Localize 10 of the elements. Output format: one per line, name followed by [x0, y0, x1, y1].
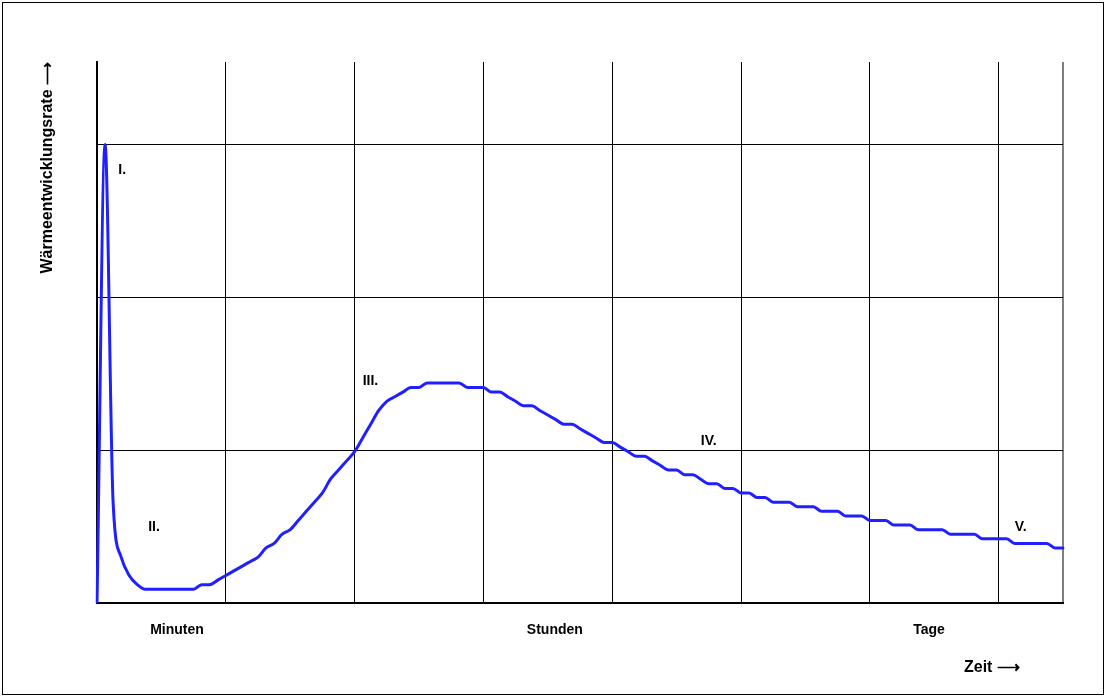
x-axis-title: Zeit ⟶: [964, 658, 1020, 676]
annotation: I.: [118, 161, 127, 178]
y-axis-title: Wärmeentwicklungsrate ⟶: [38, 62, 56, 274]
annotation: V.: [1014, 518, 1027, 535]
text: Stunden: [526, 620, 583, 637]
annotation: IV.: [700, 431, 717, 448]
annotation: II.: [148, 518, 160, 535]
text: Tage: [913, 620, 946, 637]
annotation: III.: [362, 372, 379, 389]
text: Minuten: [150, 620, 204, 637]
